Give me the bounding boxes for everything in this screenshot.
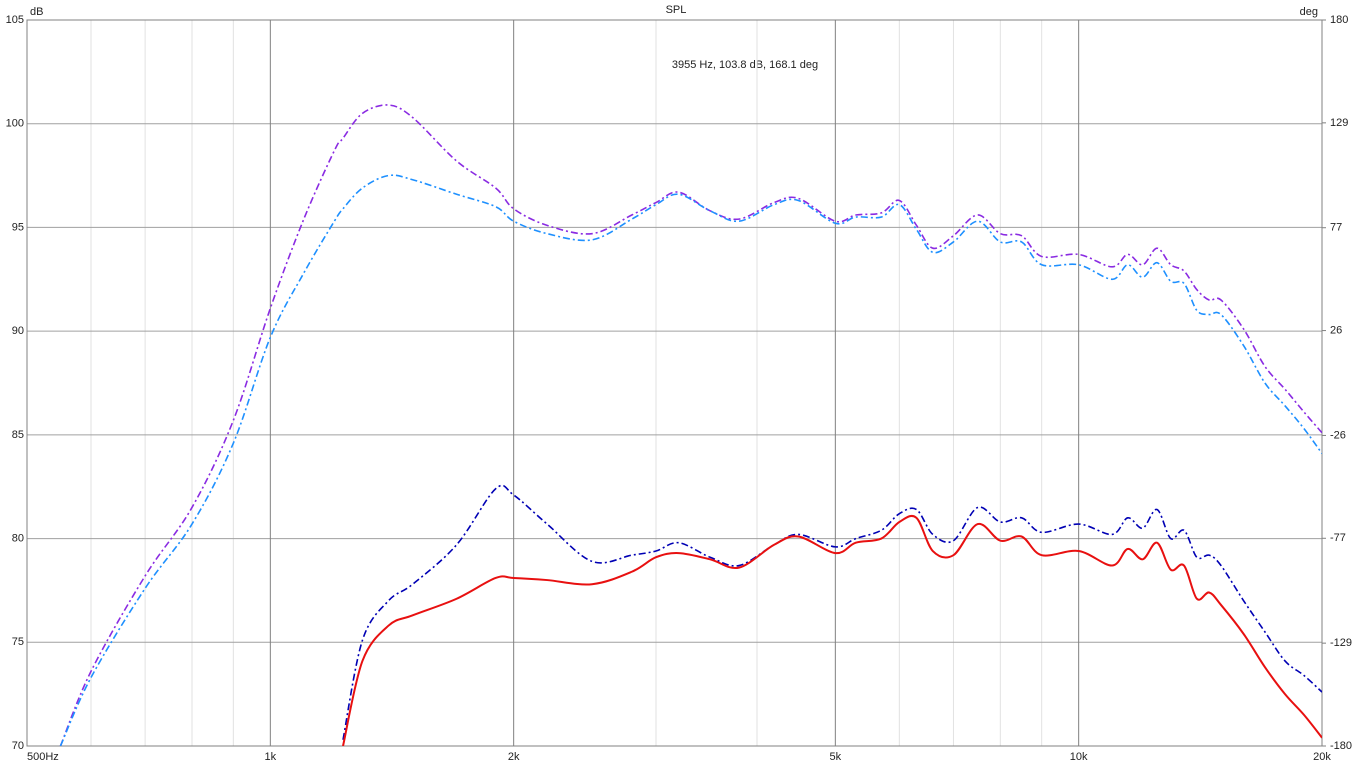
y2-tick-label: 180 bbox=[1330, 14, 1348, 26]
y2-tick-label: 129 bbox=[1330, 117, 1348, 129]
cursor-annotation: 3955 Hz, 103.8 dB, 168.1 deg bbox=[672, 59, 818, 71]
y2-tick-label: 77 bbox=[1330, 222, 1342, 234]
y2-tick-label: -180 bbox=[1330, 740, 1352, 752]
y-tick-label: 90 bbox=[12, 325, 24, 337]
y-tick-label: 85 bbox=[12, 429, 24, 441]
y2-tick-label: 26 bbox=[1330, 324, 1342, 336]
x-tick-label: 10k bbox=[1070, 751, 1088, 763]
series-line bbox=[59, 174, 1322, 746]
y-tick-label: 100 bbox=[6, 118, 24, 130]
chart-title: SPL bbox=[666, 4, 687, 16]
x-tick-label: 500Hz bbox=[27, 751, 59, 763]
y-tick-label: 80 bbox=[12, 532, 24, 544]
y2-tick-label: -26 bbox=[1330, 429, 1346, 441]
y-axis-label: dB bbox=[30, 6, 43, 18]
series-line bbox=[59, 104, 1322, 746]
y-tick-label: 70 bbox=[12, 740, 24, 752]
y2-tick-label: -129 bbox=[1330, 637, 1352, 649]
y-tick-label: 95 bbox=[12, 221, 24, 233]
x-tick-label: 20k bbox=[1313, 751, 1331, 763]
x-tick-label: 1k bbox=[265, 751, 277, 763]
x-tick-label: 2k bbox=[508, 751, 520, 763]
series-line bbox=[342, 484, 1322, 740]
x-tick-label: 5k bbox=[830, 751, 842, 763]
y-tick-label: 75 bbox=[12, 636, 24, 648]
y2-axis-label: deg bbox=[1300, 6, 1318, 18]
y-tick-label: 105 bbox=[6, 14, 24, 26]
y2-tick-label: -77 bbox=[1330, 532, 1346, 544]
plot-frame bbox=[26, 19, 1323, 747]
series-line bbox=[342, 514, 1322, 746]
